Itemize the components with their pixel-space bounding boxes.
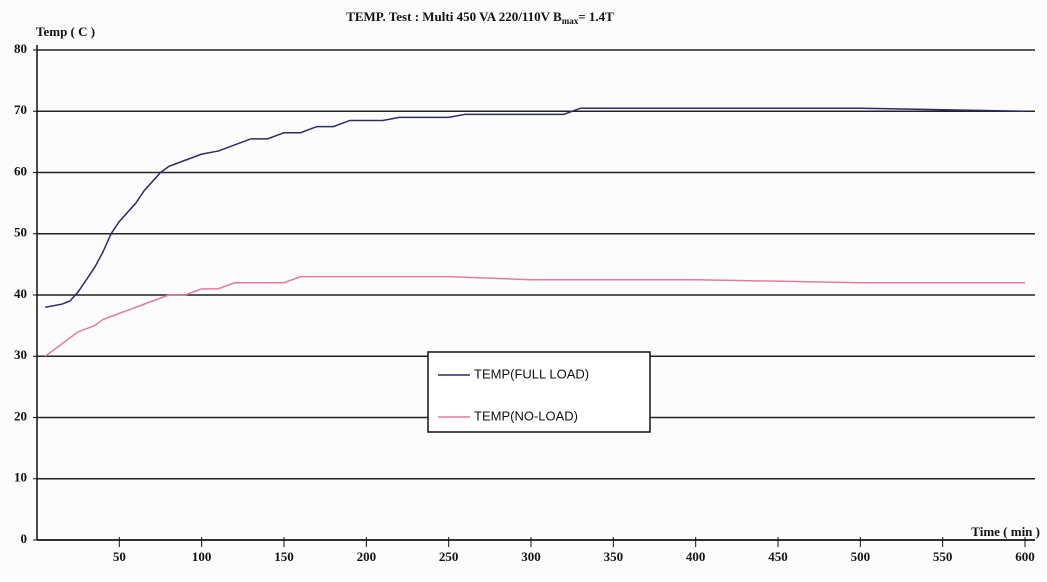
- line-series: [44, 275, 1025, 357]
- x-tick-label: 450: [768, 549, 788, 564]
- y-tick-label: 30: [14, 347, 27, 362]
- y-tick-label: 50: [14, 225, 27, 240]
- x-tick-label: 100: [192, 549, 212, 564]
- legend-label: TEMP(FULL LOAD): [474, 366, 589, 381]
- x-tick-label: 550: [933, 549, 953, 564]
- y-tick-label: 0: [21, 531, 28, 546]
- x-tick-label: 500: [851, 549, 871, 564]
- title-suffix: = 1.4T: [578, 9, 614, 24]
- title-text: TEMP. Test : Multi 450 VA 220/110V B: [346, 9, 562, 24]
- legend-label: TEMP(NO-LOAD): [474, 408, 578, 423]
- x-tick-label: 150: [274, 549, 294, 564]
- x-tick-label: 400: [686, 549, 706, 564]
- x-tick-label: 200: [357, 549, 377, 564]
- x-tick-label: 50: [113, 549, 126, 564]
- y-tick-label: 70: [14, 102, 27, 117]
- y-tick-label: 10: [14, 470, 27, 485]
- y-tick-label: 40: [14, 286, 27, 301]
- y-tick-label: 20: [14, 408, 27, 423]
- y-tick-label: 80: [14, 41, 27, 56]
- x-tick-label: 250: [439, 549, 459, 564]
- x-tick-label: 600: [1015, 549, 1035, 564]
- x-tick-label: 350: [604, 549, 624, 564]
- chart-title: TEMP. Test : Multi 450 VA 220/110V Bmax=…: [346, 9, 614, 26]
- x-tick-label: 300: [521, 549, 541, 564]
- title-subscript: max: [562, 16, 579, 26]
- legend-box: [427, 351, 651, 433]
- line-series: [45, 107, 1026, 308]
- x-axis-label: Time ( min ): [971, 524, 1040, 539]
- y-axis-label: Temp ( C ): [36, 24, 95, 39]
- legend: TEMP(FULL LOAD) TEMP(NO-LOAD): [427, 351, 651, 433]
- y-tick-label: 60: [14, 163, 27, 178]
